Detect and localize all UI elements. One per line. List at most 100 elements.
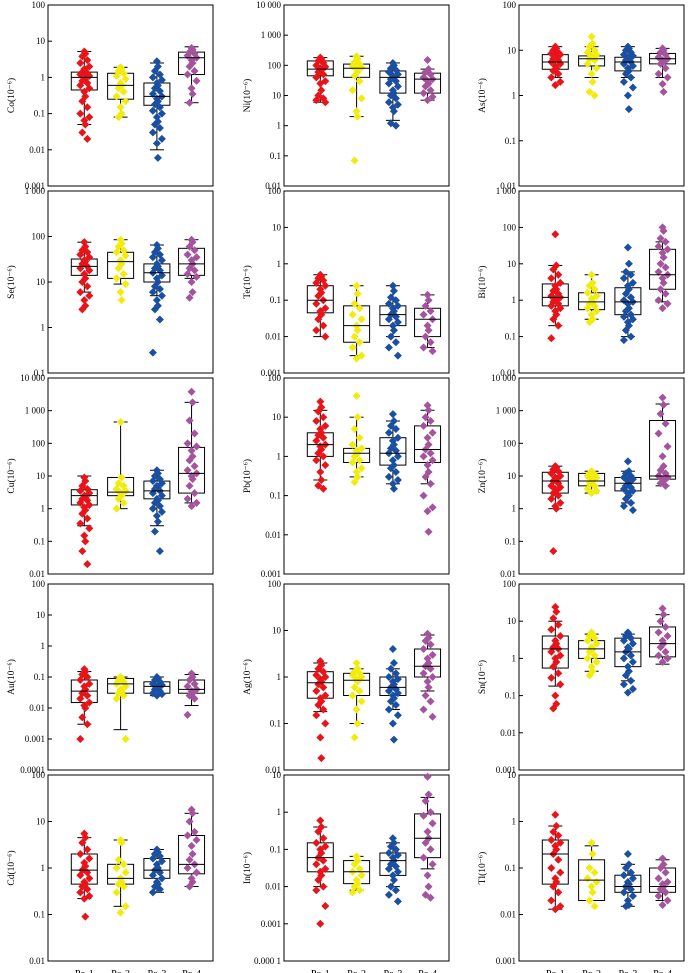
y-tick-label: 0.1 [505,136,516,146]
data-point [150,527,159,536]
category-label: Po-1 [311,969,330,973]
data-point [621,671,630,680]
data-point [112,888,121,897]
y-tick-label: 10 [507,45,517,55]
series-po-1 [541,42,569,90]
data-point [83,691,92,700]
data-point [319,856,328,865]
data-point [76,486,85,495]
data-point [190,429,199,438]
category-label: Po-2 [347,969,366,973]
y-tick-label: 100 [268,60,282,70]
data-point [355,686,364,695]
y-tick-label: 1 [41,504,46,514]
y-axis-label: Au(10⁻⁶) [6,659,17,695]
data-point [83,134,92,143]
panel-se: 0.1 1 10 100 1 000 Se(10⁻⁶) [6,186,214,378]
data-point [619,336,628,345]
data-point [621,864,630,872]
series-po-1 [306,657,334,763]
data-point [658,393,667,402]
data-point [85,84,94,93]
data-point [549,882,558,891]
category-label: Po-4 [418,969,437,973]
data-point [319,484,328,493]
data-point [187,278,196,286]
data-point [117,296,126,305]
series-po-4 [414,401,442,536]
data-point [183,710,192,719]
data-point [148,854,157,863]
data-point [112,92,121,101]
data-point [658,79,667,88]
y-tick-label: 100 [503,222,517,232]
data-point [658,604,667,613]
series-po-4 [414,772,442,902]
data-point [386,332,395,341]
y-tick-label: 1 [41,323,46,333]
y-tick-label: 1 [277,451,282,461]
data-point [393,433,402,442]
series-po-1 [541,603,569,713]
data-point [155,124,164,133]
series-po-4 [178,43,206,107]
data-point [628,658,637,667]
y-axis-label: Sn(10⁻⁶) [477,660,488,694]
data-point [355,886,364,895]
y-tick-label: 1 [41,863,46,873]
y-axis-label: Se(10⁻⁶) [6,265,17,299]
data-point [654,242,663,251]
data-point [424,882,433,891]
data-point [663,442,672,451]
data-point [393,318,402,327]
data-point [312,886,321,895]
y-axis-label: Te(10⁻⁶) [242,265,253,299]
data-point [119,860,128,869]
y-tick-label: 0.1 [505,536,516,546]
y-tick-label: 1 [512,817,517,827]
data-point [314,407,323,416]
data-point [426,845,435,854]
data-point [119,691,128,700]
data-point [190,246,199,255]
series-po-2 [107,673,135,743]
data-point [663,73,672,82]
data-point [352,107,361,116]
panel-au: 0.0001 0.001 0.01 0.1 1 10 100 Au(10⁻⁶) [6,579,214,775]
data-point [426,640,435,649]
series-po-1 [70,473,98,569]
panel-as: 0.01 0.1 1 10 100 As(10⁻⁶) [477,0,685,191]
data-point [424,296,433,305]
data-point [424,527,433,536]
data-point [389,659,398,668]
data-point [85,266,94,275]
data-point [421,301,430,310]
y-tick-label: 0.001 [261,368,281,378]
data-point [352,281,361,290]
data-point [119,882,128,891]
data-point [83,560,92,569]
panel-frame [518,4,685,187]
y-tick-label: 0.0001 [20,765,45,775]
data-point [384,472,393,481]
data-point [153,517,162,526]
data-point [348,671,357,680]
data-point [654,891,663,900]
data-point [621,69,630,78]
data-point [353,413,362,422]
data-point [121,75,130,84]
data-point [85,698,94,707]
y-tick-label: 1 [512,653,517,663]
data-point [83,56,92,65]
data-point [121,735,130,743]
data-point [388,719,397,728]
series-po-2 [578,467,606,498]
data-point [628,891,637,900]
data-point [116,908,125,917]
data-point [116,288,125,297]
data-point [590,285,599,294]
data-point [654,651,663,660]
y-tick-label: 0.01 [500,569,516,579]
data-point [121,902,130,911]
data-point [419,310,428,319]
